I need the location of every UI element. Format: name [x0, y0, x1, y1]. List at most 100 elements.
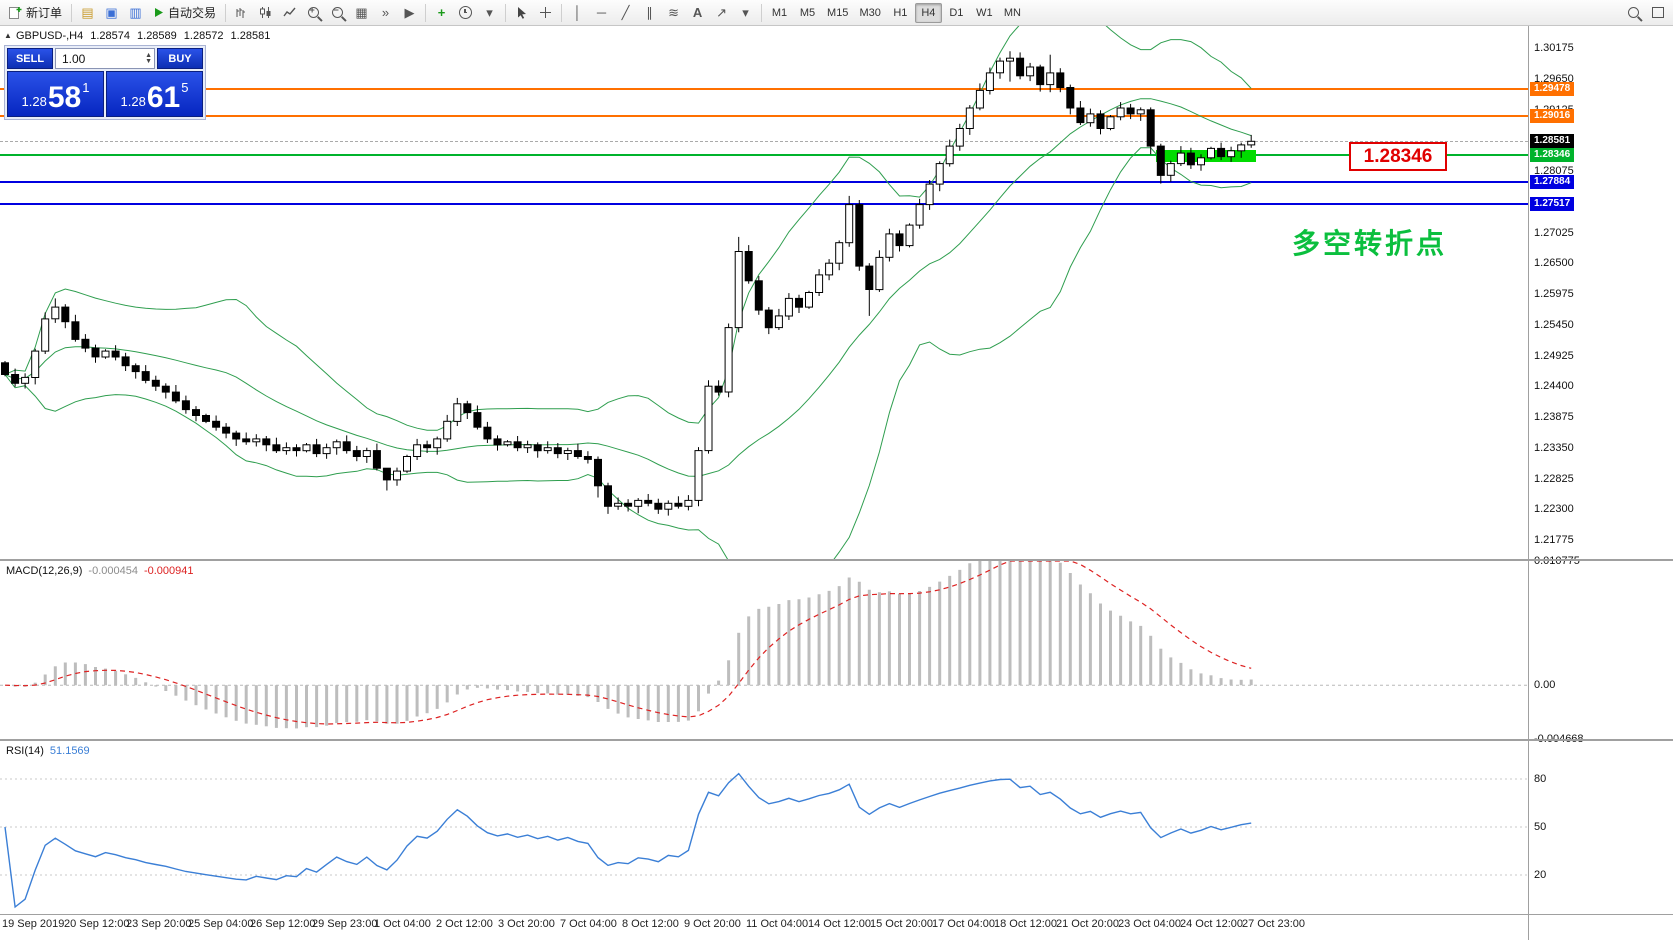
timeframe-m15-button[interactable]: M15	[822, 3, 853, 23]
crosshair-icon[interactable]	[534, 2, 557, 24]
macd-label: MACD(12,26,9) -0.000454 -0.000941	[6, 565, 194, 577]
timeframe-d1-button[interactable]: D1	[943, 3, 970, 23]
time-axis-label: 20 Sep 12:00	[64, 918, 130, 930]
time-axis-label: 25 Sep 04:00	[188, 918, 254, 930]
price-axis-label: 1.22825	[1534, 472, 1574, 485]
pane-separator[interactable]	[0, 559, 1673, 561]
macd-plot[interactable]	[0, 561, 1528, 739]
indicators-icon[interactable]: +	[430, 2, 453, 24]
fullscreen-icon[interactable]	[1646, 2, 1669, 24]
autoscroll-icon[interactable]: ▶	[398, 2, 421, 24]
time-axis-label: 1 Oct 04:00	[374, 918, 431, 930]
rsi-axis-label: 50	[1534, 821, 1547, 833]
horizontal-line-object[interactable]	[0, 181, 1528, 184]
horizontal-line-object[interactable]	[0, 154, 1528, 157]
time-axis-label: 3 Oct 20:00	[498, 918, 555, 930]
price-badge: 1.29478	[1530, 81, 1575, 96]
cursor-icon[interactable]	[510, 2, 533, 24]
buy-price-pip: 5	[181, 80, 189, 95]
zoom-in-icon[interactable]: +	[302, 2, 325, 24]
time-axis-label: 23 Sep 20:00	[126, 918, 192, 930]
time-axis-label: 29 Sep 23:00	[312, 918, 378, 930]
rsi-axis-label: 80	[1534, 773, 1547, 785]
main-toolbar: 新订单 ▤ ▣ ▥ 自动交易 + − ▦ » ▶ + ▾	[0, 0, 1673, 26]
price-axis-label: 1.28075	[1534, 165, 1574, 177]
rsi-plot[interactable]	[0, 741, 1528, 914]
timeframe-m1-button[interactable]: M1	[766, 3, 793, 23]
shapes-dropdown-icon[interactable]: ▾	[734, 2, 757, 24]
new-order-button[interactable]: 新订单	[4, 2, 67, 24]
trendline-tool-icon[interactable]: ╱	[614, 2, 637, 24]
timeframe-w1-button[interactable]: W1	[971, 3, 998, 23]
price-axis-label: 1.25450	[1534, 318, 1574, 331]
price-badge: 1.28581	[1530, 134, 1575, 149]
horizontal-line-tool-icon[interactable]: ─	[590, 2, 613, 24]
turning-point-annotation[interactable]: 多空转折点	[1292, 228, 1448, 259]
volume-spin-buttons[interactable]: ▲ ▼	[145, 51, 152, 65]
autotrading-button[interactable]: 自动交易	[148, 2, 221, 24]
toolbar-separator	[225, 3, 227, 22]
volume-up-icon[interactable]: ▲	[145, 51, 152, 59]
sell-price-pip: 1	[82, 80, 90, 95]
price-callout-box[interactable]: 1.28346	[1349, 142, 1447, 171]
buy-price-prefix: 1.28	[120, 94, 146, 109]
toolbar-separator	[761, 3, 763, 22]
buy-price-main: 61	[146, 81, 181, 114]
fibonacci-tool-icon[interactable]: ≋	[662, 2, 685, 24]
time-axis-label: 18 Oct 12:00	[994, 918, 1057, 930]
toolbar-separator	[425, 3, 427, 22]
period-clock-icon[interactable]	[454, 2, 477, 24]
price-axis-label: 1.24400	[1534, 380, 1574, 393]
timeframe-mn-button[interactable]: MN	[999, 3, 1026, 23]
time-axis-label: 17 Oct 04:00	[932, 918, 995, 930]
horizontal-line-object[interactable]	[0, 114, 1528, 117]
charts-window-icon[interactable]: ▣	[100, 2, 123, 24]
candlestick-plot[interactable]	[0, 26, 1528, 560]
autotrading-label: 自动交易	[168, 6, 217, 20]
price-axis-border	[1528, 26, 1529, 940]
horizontal-line-object[interactable]	[0, 87, 1528, 90]
volume-down-icon[interactable]: ▼	[145, 57, 152, 65]
time-axis-label: 14 Oct 12:00	[808, 918, 871, 930]
timeframe-h4-button[interactable]: H4	[914, 2, 942, 23]
line-chart-icon[interactable]	[278, 2, 301, 24]
candlestick-chart-icon[interactable]	[254, 2, 277, 24]
buy-price-button[interactable]: 1.28 61 5	[106, 71, 203, 117]
volume-stepper[interactable]: 1.00 ▲ ▼	[55, 48, 155, 69]
rsi-axis-label: 20	[1534, 869, 1547, 881]
search-icon[interactable]	[1622, 2, 1645, 24]
sell-button[interactable]: SELL	[7, 48, 53, 69]
new-order-icon	[9, 7, 22, 19]
sell-price-button[interactable]: 1.28 58 1	[7, 71, 104, 117]
timeframe-m30-button[interactable]: M30	[854, 3, 885, 23]
timeframe-h1-button[interactable]: H1	[887, 3, 914, 23]
price-axis-label: 1.30175	[1534, 42, 1574, 54]
horizontal-line-object[interactable]	[0, 202, 1528, 205]
pane-collapse-marker[interactable]: ▲	[4, 31, 12, 40]
timeframe-m5-button[interactable]: M5	[794, 3, 821, 23]
volume-value[interactable]: 1.00	[62, 51, 86, 66]
horizontal-line-object[interactable]	[0, 140, 1528, 142]
grid-icon[interactable]: ▦	[350, 2, 373, 24]
macd-axis-label: 0.010775	[1534, 555, 1580, 567]
time-axis-label: 8 Oct 12:00	[622, 918, 679, 930]
arrows-tool-icon[interactable]: ↗	[710, 2, 733, 24]
price-axis-label: 1.29650	[1534, 72, 1574, 85]
macd-signal-value: -0.000941	[143, 565, 194, 577]
profiles-icon[interactable]: ▤	[76, 2, 99, 24]
zoom-out-icon[interactable]: −	[326, 2, 349, 24]
price-badge: 1.27517	[1530, 196, 1575, 211]
bar-chart-icon[interactable]	[230, 2, 253, 24]
terminal-window-icon[interactable]: ▥	[124, 2, 147, 24]
time-axis-label: 19 Sep 2019	[2, 918, 65, 930]
channel-tool-icon[interactable]: ∥	[638, 2, 661, 24]
pane-separator[interactable]	[0, 739, 1673, 741]
vertical-line-tool-icon[interactable]: │	[566, 2, 589, 24]
text-tool-icon[interactable]: A	[686, 2, 709, 24]
buy-button[interactable]: BUY	[157, 48, 203, 69]
price-axis-label: 1.27025	[1534, 226, 1574, 239]
price-axis-label: 1.21775	[1534, 534, 1574, 546]
templates-dropdown-icon[interactable]: ▾	[478, 2, 501, 24]
chart-shift-icon[interactable]: »	[374, 2, 397, 24]
one-click-trading-panel: SELL 1.00 ▲ ▼ BUY 1.28 58 1 1.28 61 5	[4, 45, 206, 120]
